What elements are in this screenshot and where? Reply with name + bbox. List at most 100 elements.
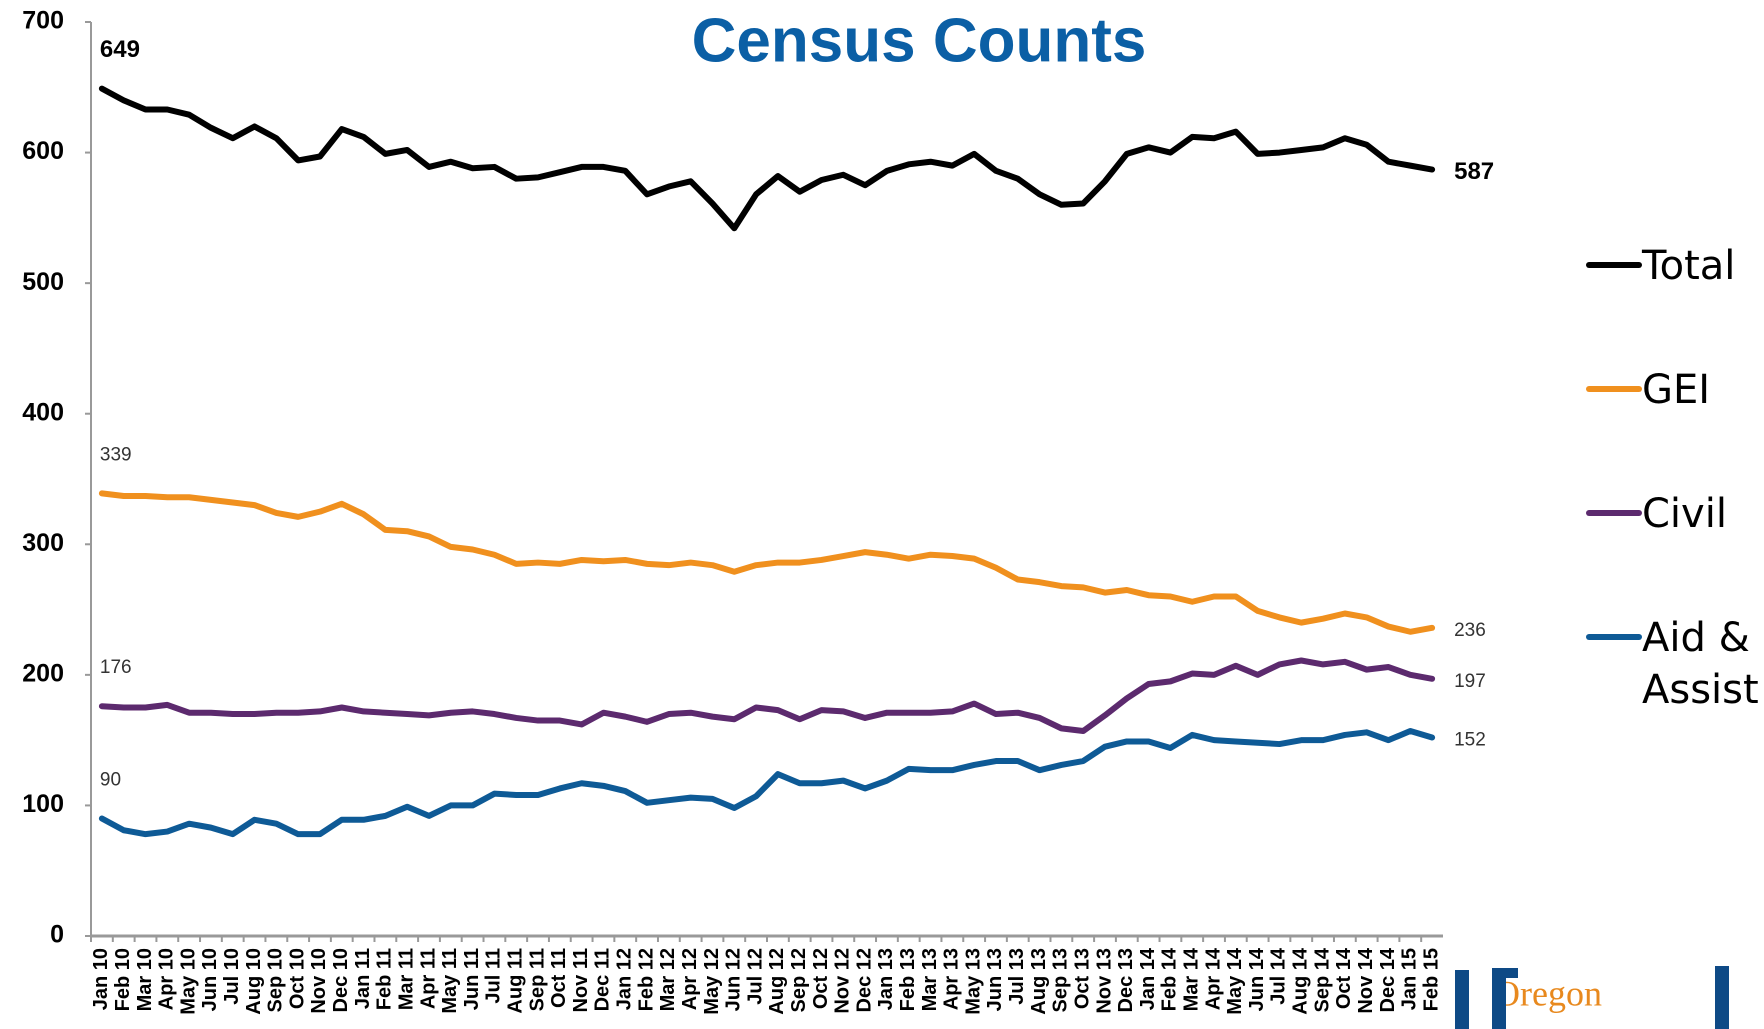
x-tick-label: Nov 13 [1093,948,1115,1014]
logo-shape [1492,968,1506,1029]
x-tick-label: Jan 11 [352,948,374,1009]
x-tick-label: May 14 [1224,947,1246,1015]
x-tick-label: Jun 12 [723,948,745,1011]
x-tick-label: Jun 11 [461,948,483,1010]
series-line [98,490,1436,635]
legend-swatch [1586,510,1642,516]
legend-swatch [1586,262,1642,268]
x-tick-label: Feb 15 [1420,948,1442,1011]
data-label: 236 [1454,620,1486,641]
y-tick-label: 0 [50,921,64,949]
x-tick-label: Aug 14 [1290,947,1312,1015]
x-tick-label: Sep 10 [265,948,287,1012]
x-tick-label: Sep 11 [526,948,548,1011]
legend-item: Total [1586,240,1754,292]
x-tick-label: Dec 14 [1377,947,1399,1012]
x-tick-label: Sep 13 [1050,948,1072,1012]
x-tick-label: Feb 10 [112,948,134,1011]
x-tick-label: Feb 11 [374,948,396,1010]
data-label: 587 [1454,158,1494,185]
y-tick-label: 300 [22,529,64,557]
legend-swatch [1586,634,1642,640]
x-tick-label: Oct 12 [810,948,832,1009]
x-tick-label: Jul 11 [483,948,505,1004]
x-tick-label: May 12 [701,948,723,1015]
x-tick-label: Oct 13 [1071,948,1093,1009]
x-tick-label: Jun 13 [984,948,1006,1011]
series-line [98,657,1436,735]
x-tick-label: Dec 12 [853,948,875,1013]
x-tick-label: Jul 14 [1268,947,1290,1005]
y-tick-label: 700 [22,7,64,35]
data-label: 197 [1454,671,1486,692]
x-tick-label: Jan 13 [875,948,897,1010]
x-tick-label: Jul 12 [744,948,766,1005]
x-tick-label: Dec 10 [330,948,352,1013]
x-tick-label: Mar 10 [134,948,156,1011]
legend-item: GEI [1586,364,1754,416]
x-tick-label: Mar 12 [657,948,679,1011]
logo-shape [1492,968,1518,978]
chart-title: Census Counts [692,6,1147,75]
x-tick-label: Aug 13 [1028,948,1050,1015]
data-label: 649 [100,36,140,63]
y-tick-label: 600 [22,137,64,165]
x-tick-label: May 11 [439,948,461,1014]
x-tick-label: Jun 10 [199,948,221,1011]
x-tick-label: Nov 11 [570,948,592,1012]
x-tick-label: Jan 14 [1137,947,1159,1010]
x-tick-label: Aug 12 [766,948,788,1015]
x-tick-label: Oct 11 [548,948,570,1008]
x-tick-label: Jun 14 [1246,947,1268,1011]
x-tick-label: Apr 10 [156,948,178,1010]
x-tick-label: Nov 12 [832,948,854,1014]
data-label: 90 [100,770,121,791]
data-label: 152 [1454,730,1486,751]
data-label: 176 [100,657,132,678]
x-tick-label: Feb 14 [1159,947,1181,1011]
x-tick-label: Jan 15 [1399,948,1421,1010]
x-tick-label: Apr 14 [1202,947,1224,1010]
legend-swatch [1586,386,1642,392]
data-label: 339 [100,444,132,465]
x-tick-label: Mar 11 [395,948,417,1010]
x-tick-label: Apr 12 [679,948,701,1010]
y-tick-label: 400 [22,398,64,426]
legend-item: Aid & Assist [1586,612,1759,716]
logo-shape [1715,966,1729,1029]
legend-label: Civil [1642,491,1727,537]
x-tick-label: Apr 13 [941,948,963,1010]
x-tick-label: Feb 13 [897,948,919,1011]
x-tick-label: May 13 [962,948,984,1015]
x-tick-label: Jan 12 [614,948,636,1010]
x-tick-label: Jul 13 [1006,948,1028,1005]
x-tick-label: Nov 14 [1355,947,1377,1013]
x-tick-label: Mar 14 [1181,947,1203,1011]
series-line [98,85,1436,232]
legend-label: Aid & Assist [1642,615,1759,713]
x-tick-label: Dec 11 [592,948,614,1011]
x-tick-label: May 10 [177,948,199,1015]
x-tick-label: Apr 11 [417,948,439,1009]
x-tick-label: Aug 10 [243,948,265,1015]
y-tick-label: 200 [22,659,64,687]
x-tick-label: Oct 10 [286,948,308,1009]
x-tick-label: Sep 14 [1311,947,1333,1012]
x-tick-label: Dec 13 [1115,948,1137,1013]
series-line [98,728,1436,838]
y-tick-label: 100 [22,790,64,818]
legend-item: Civil [1586,488,1754,540]
x-tick-label: Nov 10 [308,948,330,1014]
legend-label: GEI [1642,367,1711,413]
x-tick-label: Sep 12 [788,948,810,1012]
logo-shape [1455,970,1469,1029]
legend-label: Total [1642,243,1736,289]
logo-text: Oregon [1494,973,1602,1013]
x-tick-label: Oct 14 [1333,947,1355,1009]
x-tick-label: Mar 13 [919,948,941,1011]
x-tick-label: Jan 10 [90,948,112,1010]
x-tick-label: Jul 10 [221,948,243,1005]
y-tick-label: 500 [22,268,64,296]
